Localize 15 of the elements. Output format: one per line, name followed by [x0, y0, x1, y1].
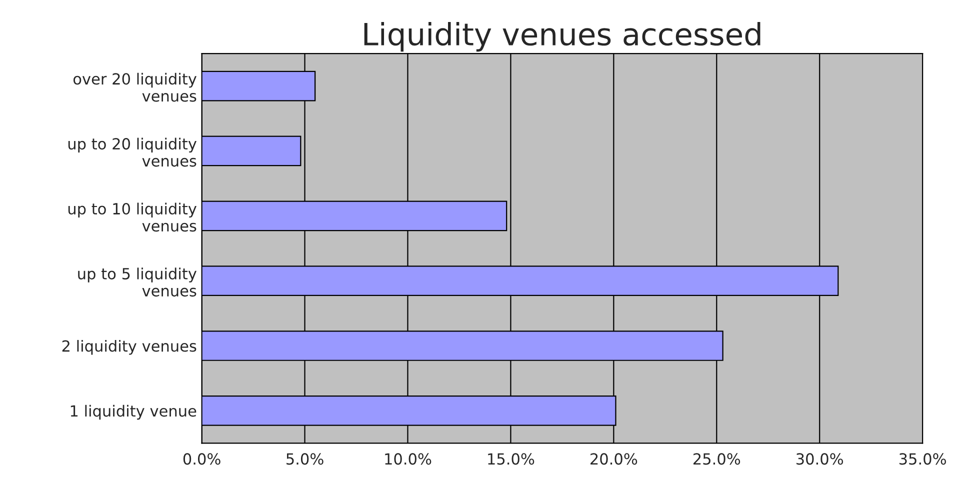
y-tick-label: 1 liquidity venue [70, 404, 196, 420]
x-tick-label: 25.0% [693, 453, 740, 465]
x-tick-label: 30.0% [796, 453, 844, 465]
y-tick-label: up to 20 liquidity venues [68, 138, 196, 167]
y-tick-label: up to 10 liquidity venues [68, 202, 196, 232]
chart-title: Liquidity venues accessed [364, 22, 760, 52]
x-tick-label: 0.0% [183, 453, 220, 465]
y-tick-label: up to 5 liquidity venues [78, 268, 196, 297]
x-tick-label: 5.0% [286, 453, 324, 465]
y-tick-label: over 20 liquidity venues [73, 72, 196, 102]
x-tick-label: 35.0% [899, 453, 946, 465]
x-tick-label: 10.0% [385, 453, 432, 465]
x-tick-label: 20.0% [590, 453, 638, 465]
x-tick-label: 15.0% [488, 453, 534, 465]
y-tick-label: 2 liquidity venues [62, 340, 196, 355]
